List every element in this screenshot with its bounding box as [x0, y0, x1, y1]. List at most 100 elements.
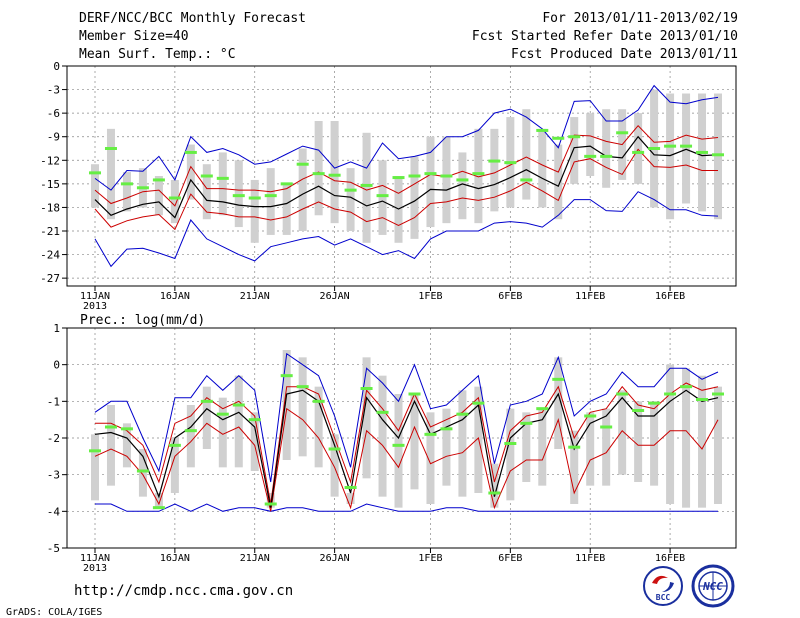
- temp-range-box: [666, 93, 675, 220]
- prec-x-tick-label: 21JAN: [240, 553, 270, 564]
- prec-x-tick-label: 11JAN: [80, 553, 110, 564]
- temperature-panel: 0 -3 -6 -9 -12 -15 -18 -21 -24 -27 11JAN 16JAN 21JAN…: [40, 60, 737, 312]
- prec-ensemble-max-line: [94, 352, 719, 483]
- temp-range-box: [250, 179, 259, 243]
- prec-x-tick-label: 16FEB: [655, 553, 685, 564]
- temp-range-box: [714, 93, 722, 220]
- temp-range-box: [554, 144, 563, 220]
- prec-lower-spread-line: [94, 407, 719, 512]
- temp-range-box: [634, 113, 643, 184]
- temp-x-tick-label: 16FEB: [655, 291, 685, 302]
- temp-range-box: [442, 136, 451, 224]
- temp-range-box: [378, 160, 387, 235]
- prec-range-box: [682, 368, 691, 508]
- temp-range-box: [538, 128, 547, 208]
- prec-range-box: [362, 357, 371, 479]
- prec-range-box: [394, 394, 403, 508]
- prec-range-box: [410, 394, 419, 490]
- temp-x-tick-label: 1FEB: [418, 291, 442, 302]
- prec-y-tick-label: -4: [47, 505, 61, 518]
- prec-ensemble-min-line: [95, 503, 718, 512]
- prec-ensemble-mean-line: [94, 389, 719, 508]
- temp-range-box: [426, 136, 435, 228]
- prec-y-tick-label: -2: [47, 432, 60, 445]
- prec-range-box: [634, 401, 643, 482]
- prec-y-tick-label: -1: [47, 395, 60, 408]
- temp-y-tick-label: -24: [40, 249, 60, 262]
- prec-range-box: [250, 412, 259, 471]
- prec-range-box: [698, 375, 707, 508]
- prec-range-box: [554, 357, 563, 449]
- prec-range-box: [538, 408, 547, 486]
- temp-x-tick-label: 16JAN: [160, 291, 190, 302]
- prec-range-box: [378, 375, 387, 497]
- temp-range-box: [266, 168, 275, 235]
- prec-range-box: [186, 405, 195, 468]
- temp-x-tick-label: 11JAN: [80, 291, 110, 302]
- prec-range-box: [138, 449, 147, 497]
- temp-range-box: [346, 168, 355, 231]
- temp-range-box: [330, 121, 339, 224]
- temp-lower-spread-line: [94, 148, 718, 231]
- prec-range-box: [602, 408, 611, 486]
- temp-range-box: [170, 179, 179, 224]
- temp-range-box: [186, 144, 195, 200]
- temp-x-tick-label: 21JAN: [240, 291, 270, 302]
- prec-range-box: [426, 412, 435, 504]
- prec-range-box: [170, 438, 179, 493]
- prec-range-box: [122, 423, 131, 468]
- temp-range-box: [362, 132, 371, 243]
- prec-range-box: [106, 405, 115, 486]
- temp-y-tick-label: 0: [53, 60, 60, 73]
- temp-range-box: [282, 183, 291, 235]
- prec-range-box: [298, 357, 307, 457]
- precipitation-panel: 1 0 -1 -2 -3 -4 -5 11JAN 16JAN 21JAN 26JAN 1FEB 6FEB…: [47, 322, 737, 574]
- temp-y-tick-label: -27: [40, 272, 60, 285]
- temp-y-tick-label: -12: [40, 154, 60, 167]
- temp-range-box: [106, 128, 115, 220]
- bcc-logo-text: BCC: [656, 593, 671, 602]
- temp-range-box: [218, 152, 227, 216]
- figure-title: DERF/NCC/BCC Monthly Forecast: [79, 11, 306, 26]
- temp-y-tick-label: -21: [40, 225, 60, 238]
- temp-range-box: [314, 121, 323, 216]
- prec-y-tick-label: -5: [47, 542, 60, 555]
- temp-range-box: [122, 172, 131, 212]
- prec-range-box: [234, 375, 243, 468]
- temp-range-box: [682, 93, 691, 204]
- temp-upper-spread-line: [94, 124, 719, 207]
- temp-range-box: [490, 128, 499, 212]
- temp-ensemble-mean-line: [94, 135, 719, 219]
- prec-year-label: 2013: [83, 563, 107, 574]
- footer-url: http://cmdp.ncc.cma.gov.cn: [74, 583, 293, 599]
- temp-x-tick-label: 11FEB: [575, 291, 605, 302]
- prec-x-tick-label: 6FEB: [498, 553, 522, 564]
- temp-range-box: [570, 117, 579, 184]
- temp-range-box: [234, 160, 243, 228]
- prec-range-box: [314, 386, 323, 468]
- prec-x-tick-label: 26JAN: [320, 553, 350, 564]
- prec-range-box: [650, 401, 659, 486]
- temp-y-tick-label: -6: [47, 107, 60, 120]
- refer-date: Fcst Started Refer Date 2013/01/10: [471, 29, 738, 44]
- temp-range-box: [522, 109, 531, 200]
- prec-range-box: [490, 463, 499, 508]
- member-size-label: Member Size=40: [79, 29, 189, 44]
- produced-date: Fcst Produced Date 2013/01/11: [511, 47, 738, 62]
- temp-x-tick-label: 6FEB: [498, 291, 522, 302]
- temp-range-box: [91, 164, 99, 208]
- temp-range-box: [586, 113, 595, 176]
- prec-range-box: [346, 493, 355, 504]
- prec-y-tick-label: 1: [53, 322, 60, 335]
- prec-range-box: [618, 390, 627, 475]
- prec-x-tick-label: 16JAN: [160, 553, 190, 564]
- prec-y-tick-label: -3: [47, 469, 60, 482]
- prec-range-box: [282, 350, 291, 460]
- temp-y-tick-label: -18: [40, 201, 60, 214]
- prec-y-tick-label: 0: [53, 359, 60, 372]
- temp-range-box: [298, 148, 307, 231]
- prec-range-box: [586, 412, 595, 486]
- prec-range-box: [570, 430, 579, 504]
